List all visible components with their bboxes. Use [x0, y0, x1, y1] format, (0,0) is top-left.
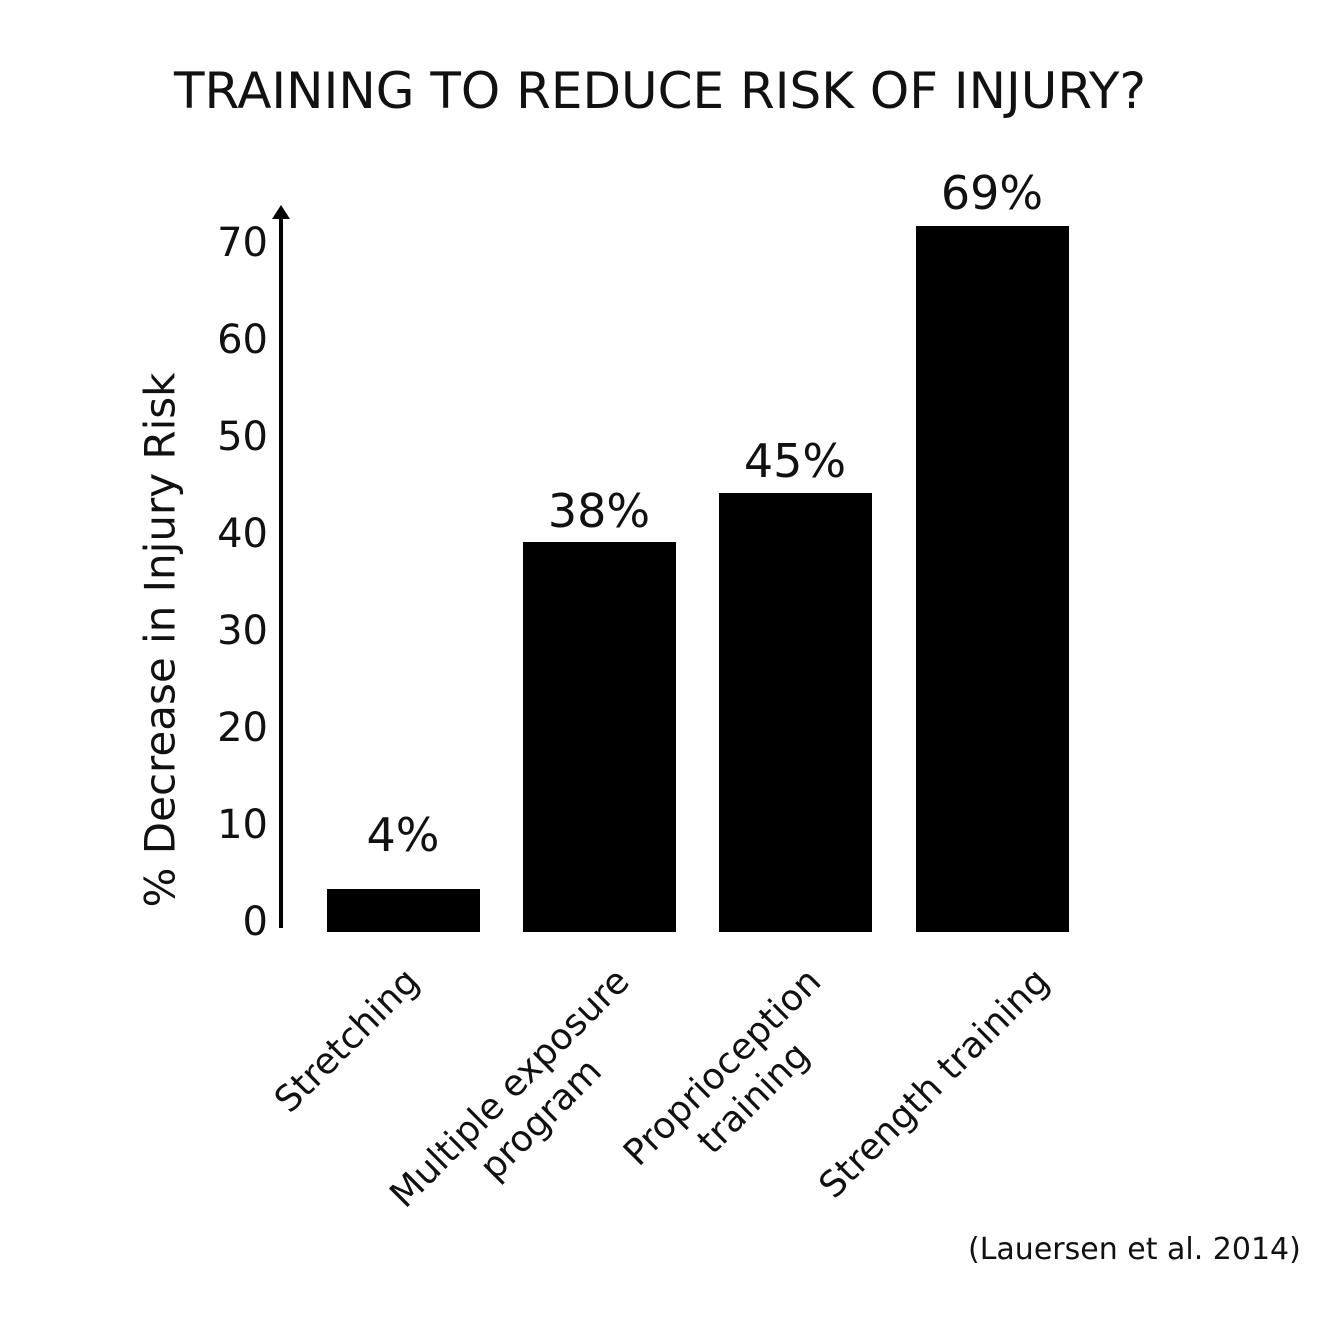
bar-strength-training: [916, 226, 1069, 932]
source-citation: (Lauersen et al. 2014): [968, 1232, 1301, 1267]
bar-stretching: [327, 889, 480, 932]
y-tick: 30: [217, 608, 268, 654]
y-tick: 10: [217, 802, 268, 848]
y-tick: 0: [242, 899, 268, 945]
bar-proprioception-training: [719, 493, 872, 932]
value-label: 69%: [940, 166, 1044, 220]
y-axis-arrow-icon: [272, 205, 290, 219]
x-label-line: Strength training: [811, 960, 1058, 1207]
value-label: 38%: [547, 484, 651, 538]
y-tick: 40: [217, 511, 268, 557]
y-axis-label: % Decrease in Injury Risk: [135, 372, 185, 908]
x-label-line: Stretching: [267, 960, 428, 1121]
y-axis-line: [279, 214, 283, 928]
chart-title: TRAINING TO REDUCE RISK OF INJURY?: [173, 62, 1147, 120]
x-label-strength-training: Strength training: [811, 960, 1059, 1208]
y-tick: 20: [217, 705, 268, 751]
y-tick: 50: [217, 414, 268, 460]
y-tick: 60: [217, 317, 268, 363]
x-label-multiple-exposure-program: Multiple exposure program: [382, 960, 670, 1248]
bar-multiple-exposure-program: [523, 542, 676, 932]
value-label: 45%: [743, 434, 847, 488]
y-tick: 70: [217, 220, 268, 266]
value-label: 4%: [366, 808, 440, 862]
x-label-stretching: Stretching: [267, 960, 429, 1122]
